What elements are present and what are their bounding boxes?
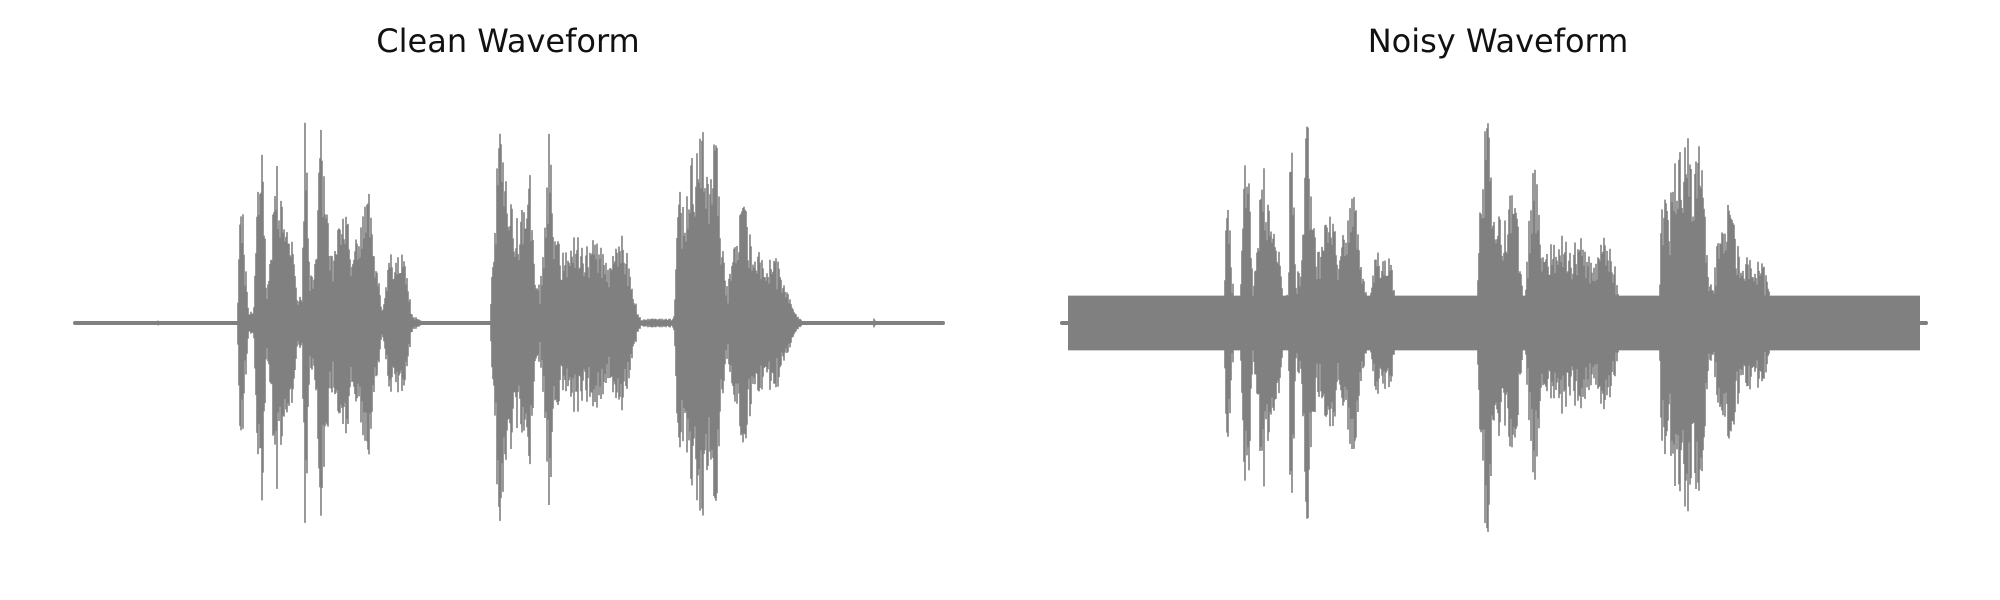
clean-waveform-title: Clean Waveform [376,22,640,60]
clean-waveform-strokes [156,122,876,523]
noisy-waveform-panel: Noisy Waveform [1000,0,2000,600]
noisy-waveform-series [1060,123,1928,532]
noisy-waveform-title: Noisy Waveform [1367,22,1629,60]
clean-waveform-panel: Clean Waveform [73,22,945,523]
noisy-waveform-strokes [1143,123,1859,532]
clean-waveform-plot [73,122,945,523]
noisy-waveform-plot [1060,123,1928,532]
clean-waveform-series [73,122,945,523]
